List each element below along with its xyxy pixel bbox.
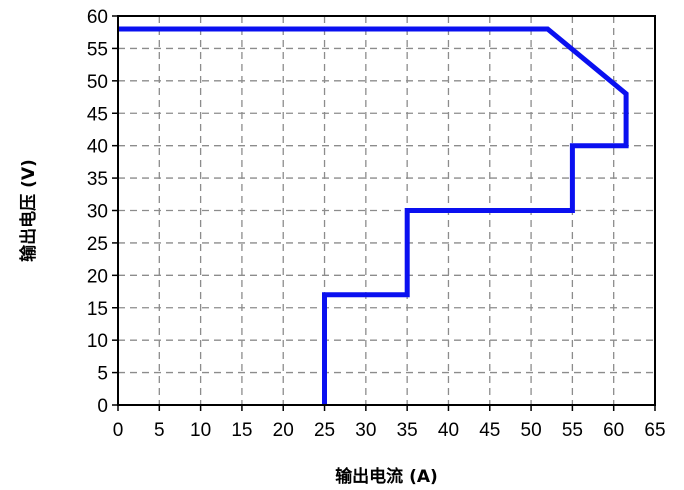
y-tick-label: 40 bbox=[87, 137, 108, 158]
y-axis-title: 输出电压 (V) bbox=[18, 159, 39, 262]
x-tick-label: 25 bbox=[314, 420, 335, 441]
x-tick-label: 55 bbox=[562, 420, 583, 441]
x-tick-label: 15 bbox=[231, 420, 252, 441]
series-line bbox=[118, 26, 629, 405]
y-tick-label: 60 bbox=[87, 7, 108, 28]
x-tick-label: 60 bbox=[603, 420, 624, 441]
y-tick-label: 30 bbox=[87, 202, 108, 223]
y-tick-label: 10 bbox=[87, 331, 108, 352]
y-tick-label: 25 bbox=[87, 234, 108, 255]
x-tick-label: 0 bbox=[113, 420, 124, 441]
x-tick-label: 20 bbox=[273, 420, 294, 441]
x-tick-label: 50 bbox=[521, 420, 542, 441]
y-tick-label: 15 bbox=[87, 299, 108, 320]
x-axis-ticks: 0 5 10 15 20 25 30 35 40 45 50 55 60 65 bbox=[113, 405, 666, 441]
x-tick-label: 5 bbox=[154, 420, 165, 441]
x-tick-label: 40 bbox=[438, 420, 459, 441]
x-tick-label: 35 bbox=[397, 420, 418, 441]
x-tick-label: 65 bbox=[644, 420, 665, 441]
y-tick-label: 5 bbox=[97, 364, 108, 385]
x-tick-label: 10 bbox=[190, 420, 211, 441]
y-tick-label: 50 bbox=[87, 72, 108, 93]
y-tick-label: 45 bbox=[87, 104, 108, 125]
y-tick-label: 0 bbox=[97, 396, 108, 417]
x-tick-label: 30 bbox=[355, 420, 376, 441]
series-layer bbox=[118, 26, 629, 405]
y-axis-ticks: 0 5 10 15 20 25 30 35 40 45 50 55 60 bbox=[87, 7, 118, 417]
x-tick-label: 45 bbox=[479, 420, 500, 441]
y-tick-label: 35 bbox=[87, 169, 108, 190]
y-tick-label: 20 bbox=[87, 266, 108, 287]
x-axis-title: 输出电流 (A) bbox=[335, 466, 438, 487]
y-tick-label: 55 bbox=[87, 39, 108, 60]
